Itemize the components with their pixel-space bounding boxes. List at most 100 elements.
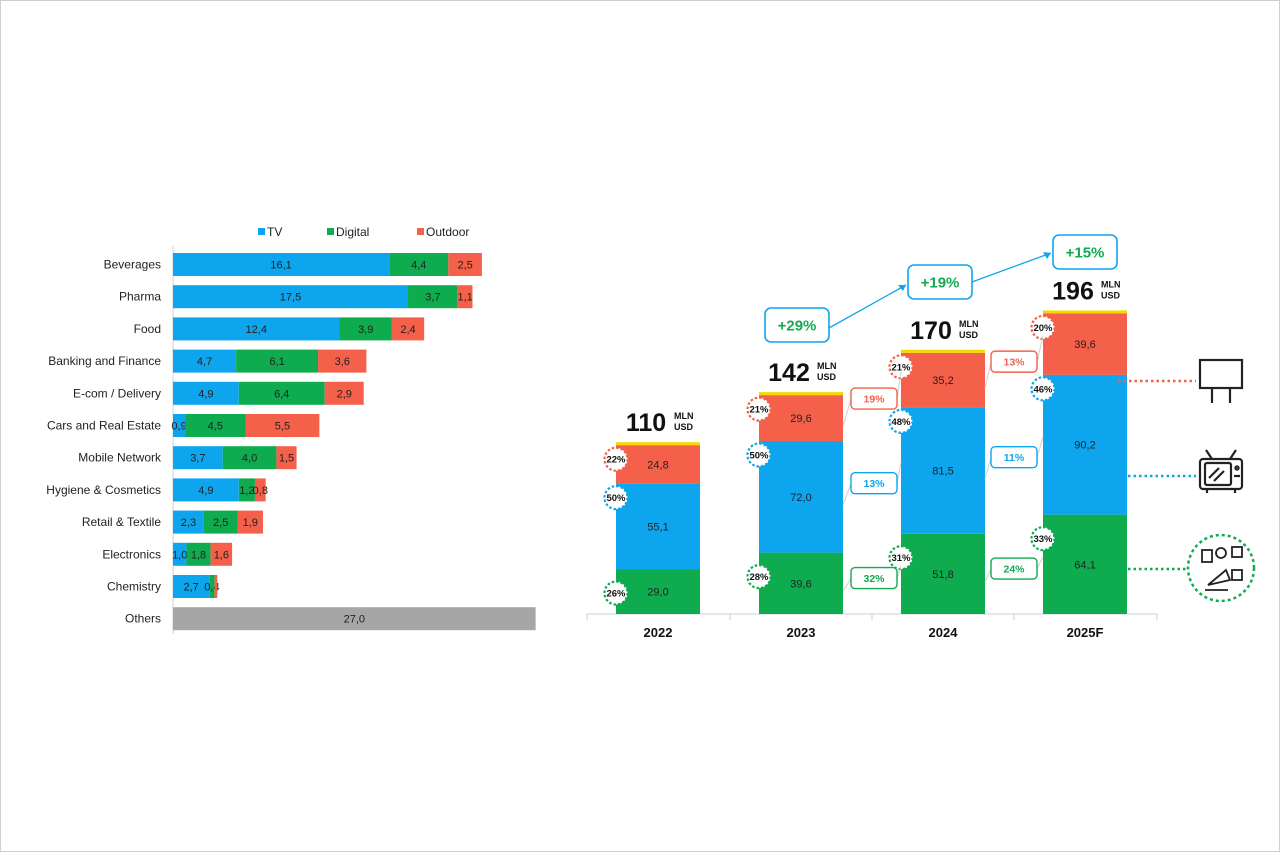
bar-cars-and-real-estate-tv [173,414,186,437]
bar-label-2025f-digital: 64,1 [1074,559,1095,571]
growth-connector-digital [984,568,992,583]
bar-beverages-tv [173,253,390,276]
bar-label-retail-textile-outdoor: 1,9 [243,517,258,529]
growth-label-outdoor: 13% [1003,357,1025,369]
bar-label-electronics-outdoor: 1,6 [214,549,229,561]
bar-mobile-network-tv [173,446,223,470]
bar-mobile-network-outdoor [276,446,297,470]
bar-label-pharma-outdoor: 1,1 [457,292,472,304]
bar-banking-and-finance-digital [236,349,319,373]
bar-retail-textile-tv [173,510,204,534]
share-badge-2025f-outdoor [1030,314,1056,341]
bar-label-cars-and-real-estate-tv: 0,9 [171,421,186,433]
bar-label-others: 27,0 [344,614,365,626]
bar-label-2022-digital: 29,0 [647,587,668,599]
bar-label-2024-outdoor: 35,2 [932,375,953,387]
bar-label-e-com-delivery-tv: 4,9 [198,388,213,400]
bar-2024-tv [901,407,985,534]
bar-electronics-outdoor [210,542,233,566]
bar-hygiene-cosmetics-digital [238,478,255,502]
digital-media-icon [1186,533,1256,603]
growth-connector-outdoor [1036,336,1044,363]
growth-badge-digital [990,557,1038,580]
year-label-2023: 2023 [787,625,816,640]
share-badge-2025f-digital [1030,526,1056,552]
bar-label-retail-textile-tv: 2,3 [181,517,196,529]
year-label-2022: 2022 [644,625,673,640]
bar-banking-and-finance-outdoor [318,349,367,373]
share-label-2023-outdoor: 21% [749,405,769,416]
bar-label-2023-tv: 72,0 [790,492,811,504]
legend-label-tv: TV [267,225,282,239]
share-label-2023-tv: 50% [749,451,769,462]
share-badge-2024-outdoor [888,354,914,380]
tv-icon [1198,449,1244,493]
legend-label-digital: Digital [336,225,369,239]
category-label-food: Food [134,322,161,336]
bar-label-e-com-delivery-outdoor: 2,9 [337,388,352,400]
bar-chemistry-tv [173,575,210,598]
bar-food-outdoor [391,317,425,341]
bar-label-2022-outdoor: 24,8 [647,459,668,471]
bar-label-cars-and-real-estate-digital: 4,5 [208,421,223,433]
bar-cap-2025f [1043,310,1127,314]
bar-label-mobile-network-tv: 3,7 [190,453,205,465]
bar-cap-2024 [901,349,985,353]
bar-cap-2022 [616,442,700,446]
bar-mobile-network-digital [222,446,277,470]
growth-label-tv: 13% [863,478,885,490]
bar-e-com-delivery-digital [238,381,325,405]
share-label-2024-digital: 31% [891,553,911,564]
growth-arrow [971,252,1052,283]
bar-electronics-digital [186,542,211,566]
share-badge-2024-tv [888,408,914,434]
bar-label-banking-and-finance-outdoor: 3,6 [335,356,350,368]
share-label-2025f-digital: 33% [1033,534,1053,545]
bar-e-com-delivery-tv [173,381,239,405]
bar-pharma-outdoor [457,285,473,309]
category-label-pharma: Pharma [119,290,161,304]
bar-cars-and-real-estate-outdoor [245,414,320,437]
category-label-chemistry: Chemistry [107,580,161,594]
growth-connector-digital [842,578,852,592]
category-label-hygiene-cosmetics: Hygiene & Cosmetics [46,483,161,497]
total-unit-mln-2022: MLN [674,411,694,421]
share-badge-2023-outdoor [746,396,772,422]
growth-arrowhead [898,285,906,291]
bar-chemistry-digital [209,575,215,598]
bar-chemistry-outdoor [214,575,218,598]
total-unit-mln-2023: MLN [817,361,837,371]
bar-2024-digital [901,533,985,614]
share-label-2022-outdoor: 22% [606,455,626,466]
growth-badge-tv [850,471,898,495]
bar-cars-and-real-estate-digital [185,414,246,437]
total-growth-box [764,307,830,343]
bar-2025f-digital [1043,514,1127,614]
share-label-2025f-tv: 46% [1033,384,1053,395]
share-label-2022-digital: 26% [606,589,626,600]
share-badge-2023-tv [746,442,772,468]
bar-label-mobile-network-outdoor: 1,5 [279,453,294,465]
growth-label-digital: 24% [1003,564,1025,576]
bar-label-beverages-tv: 16,1 [270,260,291,272]
growth-connector-digital [1036,556,1044,570]
bar-label-2024-digital: 51,8 [932,569,953,581]
total-growth-label: +19% [921,275,960,292]
growth-label-outdoor: 19% [863,394,885,406]
bar-2024-outdoor [901,352,985,408]
bar-2025f-outdoor [1043,313,1127,375]
total-value-2024: 170 [910,317,952,345]
total-unit-mln-2024: MLN [959,319,979,329]
growth-badge-tv [990,445,1038,469]
share-badge-2022-digital [603,580,629,606]
total-value-2025f: 196 [1052,277,1094,305]
category-label-mobile-network: Mobile Network [78,451,162,465]
bar-2023-outdoor [759,395,843,442]
bar-food-digital [339,317,392,341]
bar-2023-tv [759,441,843,553]
bar-label-hygiene-cosmetics-digital: 1,2 [239,485,254,497]
bar-beverages-digital [389,253,449,276]
growth-connector-outdoor [842,398,852,427]
bar-label-2023-outdoor: 29,6 [790,413,811,425]
